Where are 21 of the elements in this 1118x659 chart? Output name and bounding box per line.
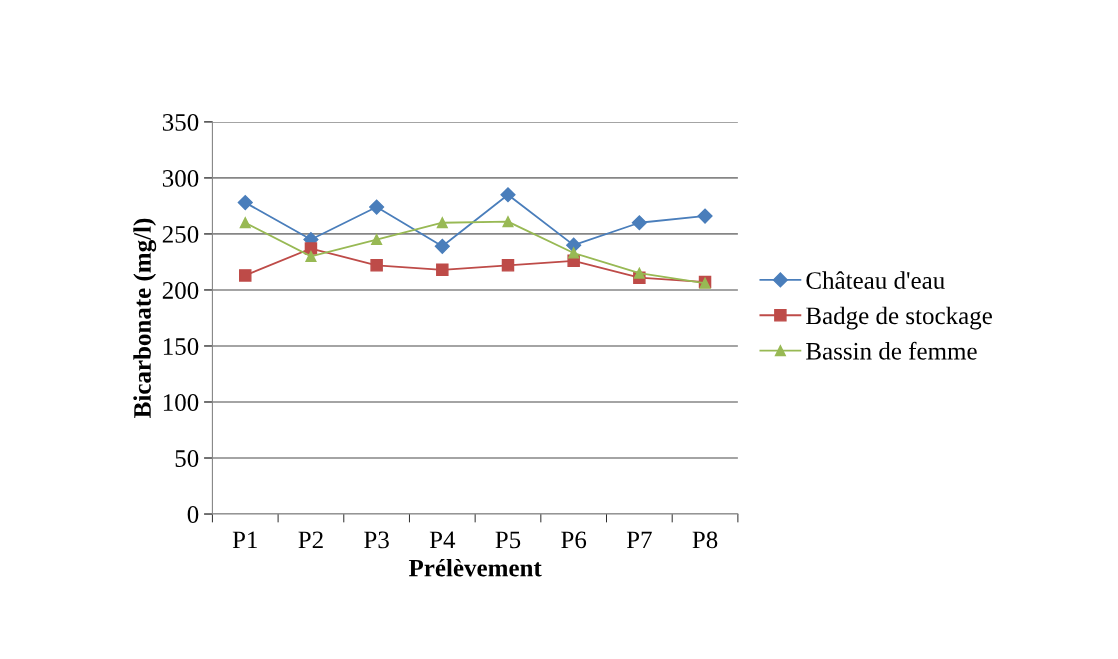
- x-tick-label: P4: [429, 531, 456, 549]
- y-tick-label: 100: [163, 394, 199, 411]
- legend-label: Château d'eau: [806, 271, 945, 289]
- y-tick-label: 0: [187, 506, 199, 523]
- x-tick-label: P3: [364, 531, 389, 549]
- x-tick-label: P1: [232, 531, 257, 549]
- y-tick-label: 350: [162, 113, 199, 131]
- y-tick-label: 250: [162, 225, 199, 243]
- legend-label: Bassin de femme: [806, 341, 977, 360]
- x-tick-label: P7: [626, 531, 652, 549]
- x-tick-label: P5: [495, 531, 521, 549]
- y-tick-label: 50: [175, 450, 199, 467]
- y-tick-label: 300: [162, 169, 199, 187]
- legend-label: Badge de stockage: [806, 306, 992, 330]
- y-axis-title: Bicarbonate (mg/l): [133, 218, 157, 418]
- x-tick-label: P8: [692, 531, 718, 549]
- x-tick-label: P6: [561, 531, 587, 549]
- y-tick-label: 150: [163, 338, 199, 355]
- x-axis-title: Prélèvement: [408, 558, 542, 577]
- x-tick-label: P2: [298, 531, 323, 549]
- y-tick-label: 200: [162, 282, 199, 299]
